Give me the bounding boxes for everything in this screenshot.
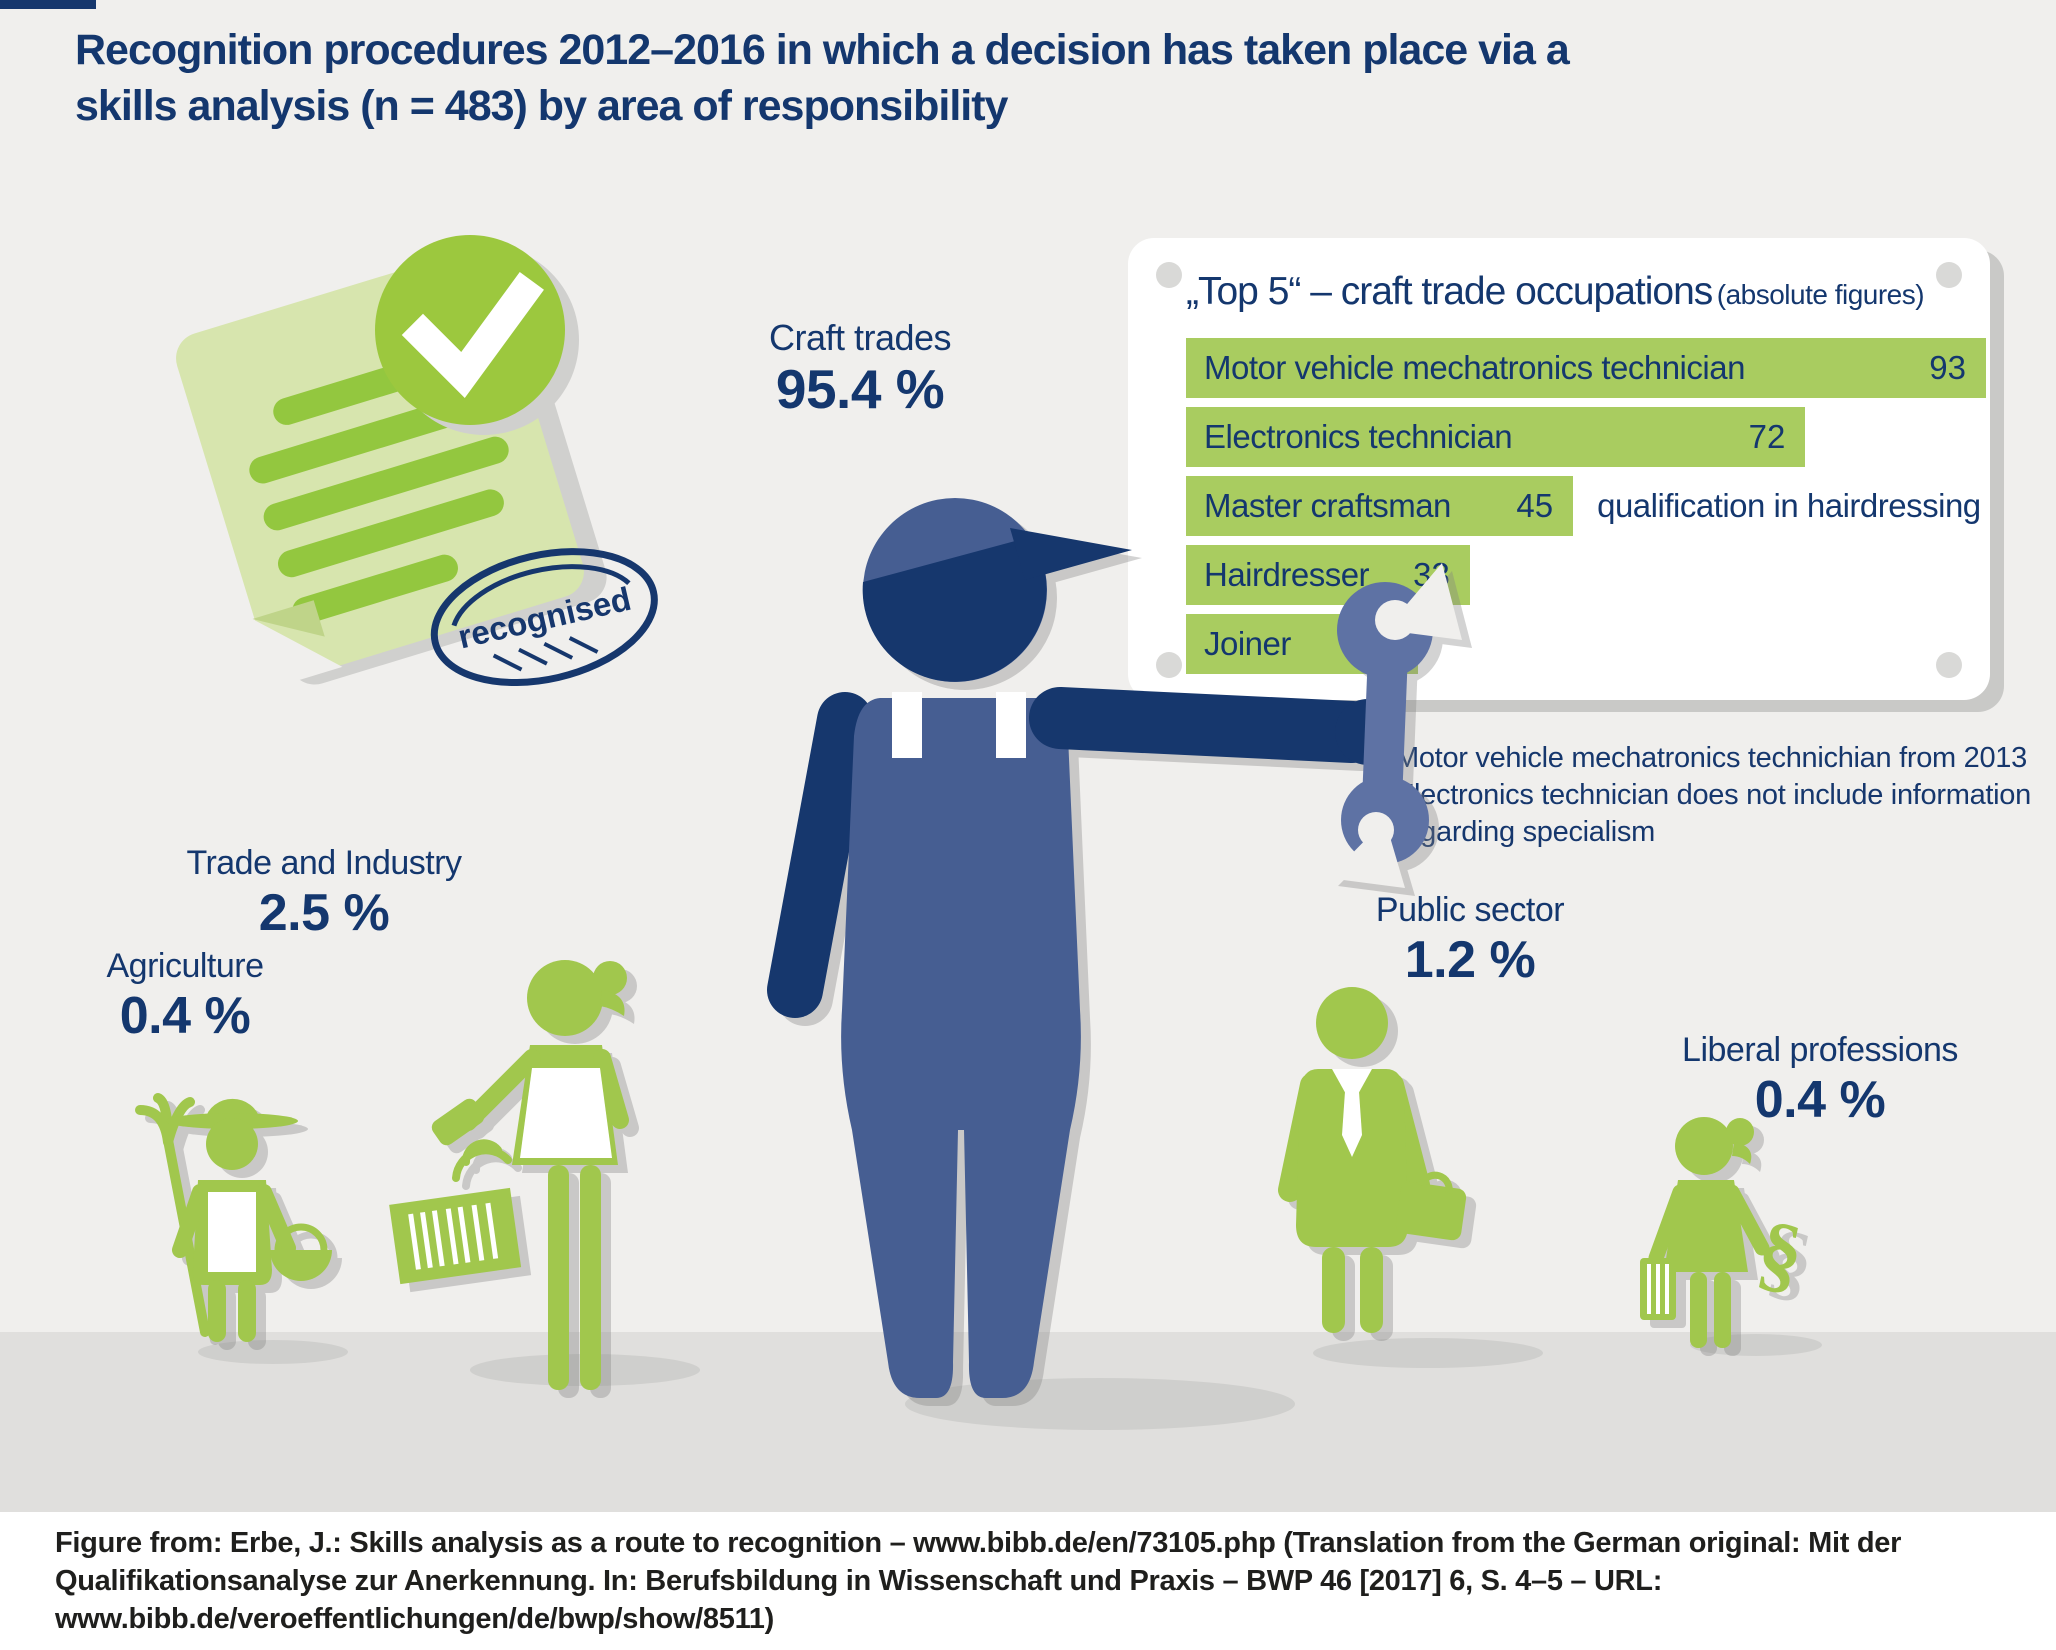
footnote-line1: Motor vehicle mechatronics technichian f…	[1395, 742, 2027, 774]
paragraph-symbol-icon: §	[1750, 1202, 1812, 1305]
liberal-professions-label: Liberal professions	[1682, 1031, 1958, 1069]
scan-waves-icon	[452, 1139, 512, 1182]
worker-shadow	[905, 1378, 1295, 1430]
panel-pin-icon	[1156, 262, 1182, 288]
tradeswoman-figure	[389, 960, 629, 1390]
barcode-box-icon	[389, 1187, 522, 1285]
panel-pin-icon	[1936, 652, 1962, 678]
craft-worker-figure	[767, 498, 1462, 1398]
bar-value: 45	[1516, 487, 1554, 524]
page-title-line2: skills analysis (n = 483) by area of res…	[75, 82, 1008, 130]
panel-title-suffix: (absolute figures)	[1716, 279, 1925, 310]
worker-cap-brim	[1010, 528, 1132, 580]
bar-motor-vehicle: Motor vehicle mechatronics technician 93	[1186, 338, 1986, 398]
farmer-apron	[208, 1192, 256, 1272]
checkmark-icon	[401, 272, 544, 398]
bar-value: 72	[1748, 418, 1786, 455]
worker-overalls	[841, 698, 1081, 1398]
footnote-line3: regarding specialism	[1395, 816, 1655, 848]
bar-label: Motor vehicle mechatronics technician	[1204, 349, 1745, 386]
citation-text: Figure from: Erbe, J.: Skills analysis a…	[55, 1524, 1901, 1638]
recognised-stamp: recognised	[430, 548, 658, 687]
top5-panel: „Top 5“ – craft trade occupations (absol…	[1128, 238, 1990, 700]
craft-trades-label: Craft trades	[768, 317, 952, 358]
agriculture-share: Agriculture 0.4 %	[60, 946, 310, 1046]
liberal-head	[1675, 1117, 1733, 1175]
scanner-icon	[431, 1098, 485, 1146]
recognised-document-illustration: recognised	[150, 230, 710, 710]
approval-check-circle	[375, 235, 565, 425]
bar-label: Hairdresser	[1204, 556, 1370, 593]
tie-icon	[1342, 1077, 1362, 1157]
worker-right-arm	[1029, 687, 1383, 763]
trade-industry-label: Trade and Industry	[186, 844, 462, 882]
bar-label: Joiner	[1204, 625, 1291, 662]
craft-trades-share: Craft trades 95.4 %	[700, 317, 1020, 421]
book-pages	[1647, 1264, 1669, 1314]
agriculture-value: 0.4 %	[119, 987, 251, 1045]
worker-left-arm	[767, 692, 873, 1018]
bar-row: Electronics technician 72	[1186, 407, 1986, 467]
bar-value: 93	[1929, 349, 1966, 386]
panel-title-main: „Top 5“ – craft trade occupations	[1186, 270, 1713, 313]
wrench-icon	[1328, 563, 1462, 888]
liberal-professions-value: 0.4 %	[1754, 1071, 1886, 1129]
agriculture-label: Agriculture	[106, 947, 264, 985]
panel-title: „Top 5“ – craft trade occupations (absol…	[1186, 270, 1925, 314]
top5-bar-chart: Motor vehicle mechatronics technician 93…	[1186, 338, 1986, 683]
bar-label: Master craftsman	[1204, 487, 1451, 524]
farmer-figure	[135, 1093, 332, 1342]
footer-citation: Figure from: Erbe, J.: Skills analysis a…	[0, 1512, 2056, 1650]
tradeswoman-apron	[520, 1068, 612, 1158]
farmer-shadow	[198, 1340, 348, 1364]
worker-cap	[862, 537, 1047, 682]
public-sector-shadow	[1313, 1338, 1543, 1368]
public-sector-value: 1.2 %	[1404, 931, 1536, 989]
tradeswoman-ponytail	[593, 961, 627, 995]
briefcase-icon	[1395, 1171, 1467, 1241]
bar-electronics: Electronics technician 72	[1186, 407, 1806, 467]
bar-row: Motor vehicle mechatronics technician 93	[1186, 338, 1986, 398]
panel-footnote: Motor vehicle mechatronics technichian f…	[1395, 740, 2055, 851]
citation-line1: Figure from: Erbe, J.: Skills analysis a…	[55, 1527, 1902, 1559]
trade-industry-value: 2.5 %	[258, 884, 390, 942]
panel-pin-icon	[1156, 652, 1182, 678]
worker-strap	[996, 692, 1026, 758]
public-sector-label: Public sector	[1375, 891, 1565, 929]
page-title-line1: Recognition procedures 2012–2016 in whic…	[75, 26, 1570, 74]
citation-line3: www.bibb.de/veroeffentlichungen/de/bwp/s…	[55, 1603, 774, 1635]
panel-pin-icon	[1936, 262, 1962, 288]
bar-label: Electronics technician	[1204, 418, 1513, 455]
bar-row: Master craftsman 45 qualification in hai…	[1186, 476, 1986, 536]
corner-accent-bar	[0, 0, 96, 9]
liberal-professions-figure: §	[1640, 1117, 1812, 1348]
basket-icon	[270, 1250, 332, 1281]
worker-strap	[892, 692, 922, 758]
public-sector-share: Public sector 1.2 %	[1310, 890, 1630, 990]
page-title: Recognition procedures 2012–2016 in whic…	[75, 22, 1570, 134]
trade-industry-share: Trade and Industry 2.5 %	[174, 843, 474, 943]
bar-master-craftsman: Master craftsman 45	[1186, 476, 1574, 536]
craft-trades-value: 95.4 %	[775, 358, 945, 420]
public-sector-head	[1316, 987, 1388, 1059]
bar-annotation: qualification in hairdressing	[1597, 487, 1981, 524]
liberal-ponytail	[1726, 1118, 1754, 1146]
tradeswoman-head	[527, 960, 603, 1036]
footnote-line2: Electronics technician does not include …	[1395, 779, 2031, 811]
public-sector-figure	[1278, 987, 1467, 1333]
citation-line2: Qualifikationsanalyse zur Anerkennung. I…	[55, 1565, 1663, 1597]
liberal-professions-share: Liberal professions 0.4 %	[1640, 1030, 2000, 1130]
